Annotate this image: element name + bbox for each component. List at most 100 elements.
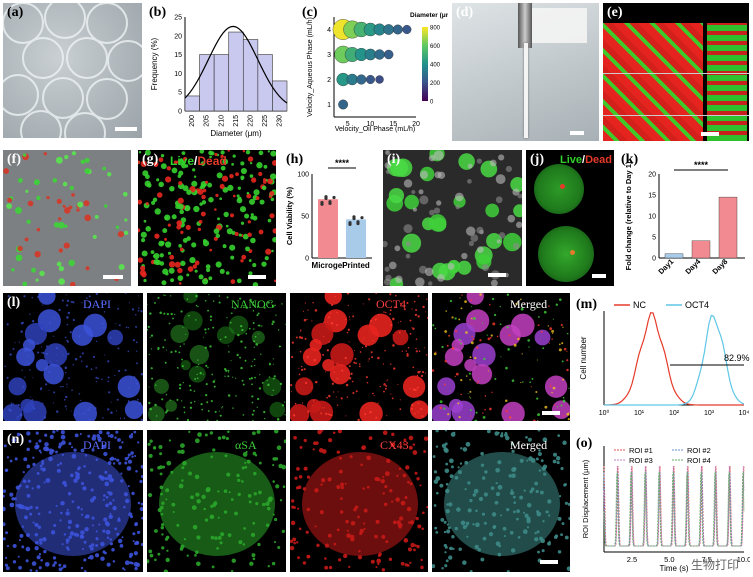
cell-spot — [417, 524, 422, 529]
cell-spot — [410, 542, 415, 548]
cell-spot — [558, 495, 562, 498]
cell-spot — [465, 375, 468, 377]
cell-spot — [415, 338, 418, 341]
cell-spot — [37, 351, 40, 354]
cell-spot — [10, 404, 13, 407]
cell-spot — [240, 177, 244, 181]
cell-spot — [534, 481, 539, 486]
dead-text: Dead — [585, 154, 612, 166]
cell-spot — [552, 386, 556, 390]
cell-spot — [34, 522, 39, 528]
cell-spot — [475, 411, 478, 414]
cell-spot — [162, 228, 168, 234]
cell-spot — [363, 336, 365, 339]
cell-spot — [158, 181, 164, 188]
y-tick-label: 15 — [648, 193, 656, 200]
cell-spot — [461, 294, 463, 296]
cell-spot — [23, 457, 28, 462]
panel-l-nanog: NANOG — [147, 293, 286, 421]
cell-spot — [56, 261, 62, 267]
cell-spot — [17, 403, 20, 407]
cell-spot — [249, 174, 254, 178]
cell-spot — [434, 327, 437, 330]
cell-spot — [445, 310, 447, 312]
cell-spot — [415, 277, 425, 286]
cell-spot — [253, 328, 255, 330]
cell-spot — [223, 489, 228, 493]
cell-spot — [102, 326, 105, 329]
cell-spot — [510, 548, 516, 553]
cell-spot — [201, 194, 206, 200]
cell-spot — [534, 537, 539, 542]
cell-spot — [322, 353, 325, 356]
significance-label: **** — [694, 160, 709, 170]
cell-spot — [554, 404, 556, 406]
cell-spot — [27, 200, 34, 207]
cell-spot — [349, 455, 353, 459]
cell-spot — [489, 407, 492, 411]
cell-spot — [149, 336, 151, 338]
cell-spot — [22, 479, 27, 484]
cell-spot — [242, 150, 246, 153]
cell-spot — [117, 538, 123, 544]
cell-spot — [272, 377, 275, 380]
cell-spot — [22, 471, 25, 474]
y-tick-label: 0 — [305, 256, 309, 263]
cell-spot — [252, 301, 255, 303]
cell-spot — [117, 438, 121, 442]
cell-spot — [176, 417, 179, 420]
cell-spot — [115, 225, 120, 229]
cell-spot — [345, 519, 349, 524]
cell-spot — [243, 527, 246, 530]
cell-spot — [435, 430, 439, 433]
cell-spot — [513, 343, 517, 347]
cell-spot — [390, 363, 392, 365]
cell-spot — [71, 389, 73, 391]
cell-spot — [39, 541, 43, 545]
cell-spot — [80, 513, 84, 516]
cell-spot — [566, 368, 569, 372]
cell-spot — [255, 196, 260, 200]
fold-bar — [718, 196, 738, 259]
cell-spot — [227, 184, 234, 192]
cell-spot — [195, 304, 198, 307]
cell-spot — [339, 510, 344, 514]
cell-spot — [258, 490, 262, 495]
cell-spot — [558, 343, 561, 346]
cell-spot — [19, 377, 21, 380]
cell-spot — [557, 516, 562, 521]
cell-spot — [397, 322, 399, 324]
panel-label-n: (n) — [7, 432, 25, 447]
cell-spot — [208, 276, 213, 281]
cell-spot — [394, 245, 401, 252]
cell-spot — [344, 356, 347, 360]
cell-spot — [115, 410, 118, 412]
cell-spot — [3, 489, 6, 493]
cell-spot — [535, 307, 537, 309]
cell-spot — [229, 321, 232, 324]
bubble-point — [374, 49, 385, 60]
cell-spot — [470, 341, 474, 345]
cell-spot — [23, 295, 26, 298]
cell-spot — [493, 313, 497, 317]
cell-spot — [100, 541, 105, 547]
cell-spot — [564, 535, 569, 540]
cell-spot — [290, 545, 295, 551]
cell-spot — [32, 377, 34, 379]
cell-spot — [230, 360, 232, 362]
cell-spot — [263, 410, 266, 414]
cell-spot — [118, 387, 120, 390]
cell-spot — [217, 490, 220, 493]
cell-spot — [74, 357, 78, 361]
cell-spot — [408, 521, 411, 524]
cell-spot — [31, 487, 34, 490]
cell-spot — [250, 215, 254, 220]
cell-spot — [22, 281, 28, 286]
cell-spot — [217, 535, 222, 540]
cell-spot — [460, 307, 463, 310]
cell-spot — [6, 203, 12, 209]
cell-spot — [256, 162, 263, 169]
cell-spot — [147, 442, 151, 446]
cell-spot — [125, 326, 128, 328]
cell-spot — [267, 301, 270, 304]
